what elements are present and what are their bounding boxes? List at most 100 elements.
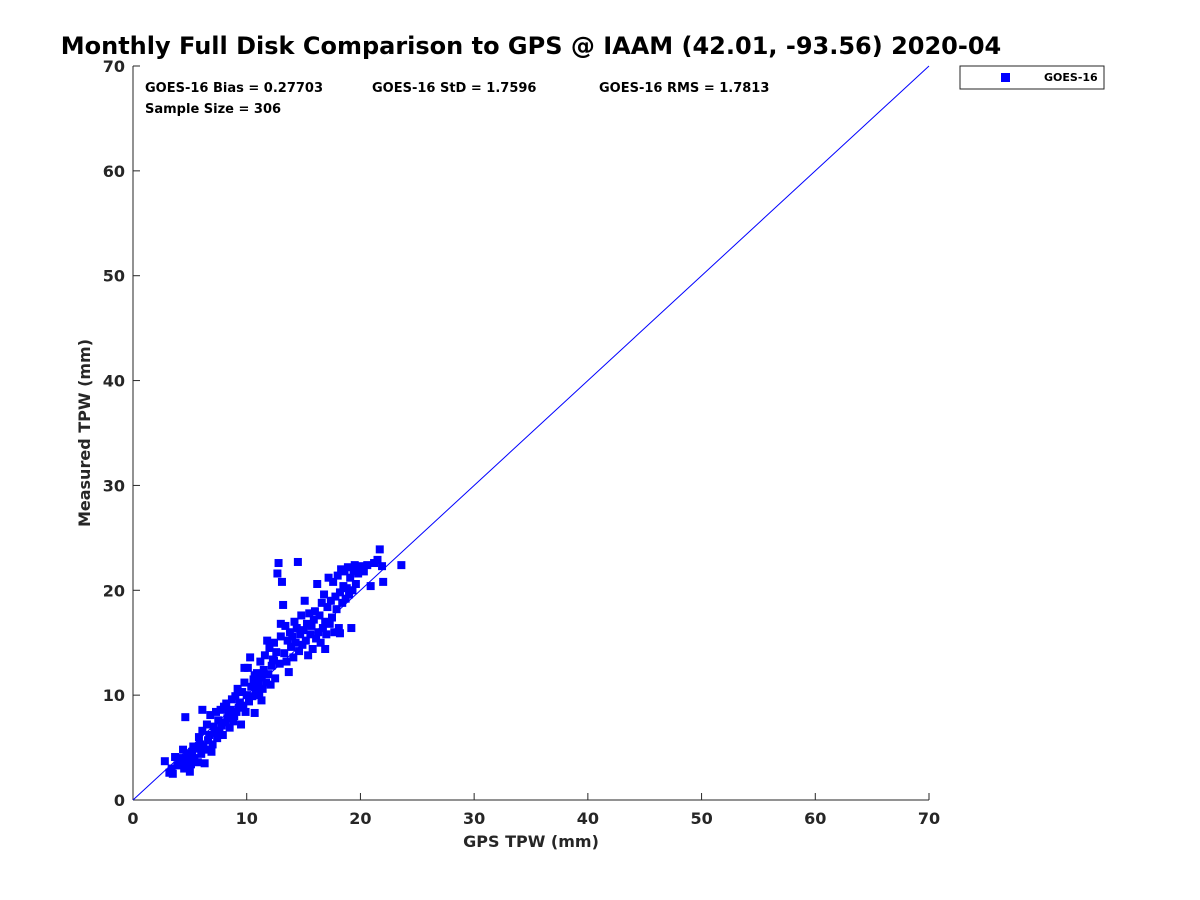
data-point <box>277 577 286 586</box>
x-axis-ticks: 0 10 20 30 40 50 60 70 <box>127 793 940 828</box>
data-point <box>215 726 224 735</box>
data-point <box>242 691 251 700</box>
data-point <box>289 653 298 662</box>
data-point <box>316 638 325 647</box>
data-point <box>214 716 223 725</box>
data-point <box>266 680 275 689</box>
data-point <box>247 682 256 691</box>
data-point <box>346 573 355 582</box>
chart-title: Monthly Full Disk Comparison to GPS @ IA… <box>61 32 1001 60</box>
stat-std: GOES-16 StD = 1.7596 <box>372 81 536 96</box>
data-point <box>280 649 289 658</box>
data-point <box>315 611 324 620</box>
data-point <box>212 707 221 716</box>
data-point <box>201 745 210 754</box>
data-point <box>305 609 314 618</box>
stat-rms: GOES-16 RMS = 1.7813 <box>599 81 769 96</box>
data-point <box>218 730 227 739</box>
data-point <box>318 624 327 633</box>
data-point <box>249 675 258 684</box>
data-point <box>306 630 315 639</box>
data-point <box>354 569 363 578</box>
data-point <box>226 705 235 714</box>
data-point <box>224 710 233 719</box>
data-point <box>257 673 266 682</box>
data-point <box>326 596 335 605</box>
data-point <box>194 733 203 742</box>
data-point <box>223 714 232 723</box>
data-point <box>279 600 288 609</box>
data-point <box>332 605 341 614</box>
data-point <box>291 638 300 647</box>
x-tick-label: 30 <box>463 809 485 828</box>
data-point <box>255 691 264 700</box>
data-point <box>232 707 241 716</box>
data-point <box>193 758 202 767</box>
data-point <box>308 645 317 654</box>
data-point <box>312 634 321 643</box>
data-point <box>270 638 279 647</box>
data-point <box>302 619 311 628</box>
data-point <box>274 559 283 568</box>
data-point <box>240 678 249 687</box>
data-point <box>373 555 382 564</box>
x-axis-label: GPS TPW (mm) <box>463 832 599 851</box>
data-point <box>237 720 246 729</box>
data-point <box>350 561 359 570</box>
data-point <box>343 563 352 572</box>
data-point <box>244 697 253 706</box>
data-point <box>272 648 281 657</box>
data-point <box>299 626 308 635</box>
data-point <box>335 588 344 597</box>
data-point <box>198 705 207 714</box>
data-point <box>329 577 338 586</box>
data-point <box>246 653 255 662</box>
data-point <box>334 624 343 633</box>
data-point <box>304 651 313 660</box>
data-point <box>282 657 291 666</box>
y-tick-label: 10 <box>103 686 125 705</box>
data-point <box>168 769 177 778</box>
y-tick-label: 20 <box>103 581 125 600</box>
data-point <box>341 594 350 603</box>
data-point <box>209 722 218 731</box>
data-point <box>192 744 201 753</box>
data-point <box>300 596 309 605</box>
x-tick-label: 60 <box>804 809 826 828</box>
data-point <box>221 718 230 727</box>
data-point <box>322 630 331 639</box>
data-point <box>175 759 184 768</box>
data-point <box>290 617 299 626</box>
data-point <box>379 577 388 586</box>
data-point <box>310 607 319 616</box>
data-point <box>283 636 292 645</box>
data-point <box>256 657 265 666</box>
data-point <box>323 603 332 612</box>
data-point <box>198 726 207 735</box>
data-point <box>293 557 302 566</box>
data-point <box>345 590 354 599</box>
x-tick-label: 70 <box>918 809 940 828</box>
data-point <box>250 671 259 680</box>
data-point <box>273 569 282 578</box>
data-point <box>213 734 222 743</box>
data-point <box>275 659 284 668</box>
data-point <box>160 757 169 766</box>
data-point <box>313 579 322 588</box>
data-point <box>171 753 180 762</box>
data-point <box>167 764 176 773</box>
stat-sample-size: Sample Size = 306 <box>145 102 281 117</box>
data-point <box>207 747 216 756</box>
y-tick-label: 60 <box>103 162 125 181</box>
data-point <box>267 661 276 670</box>
data-point <box>325 619 334 628</box>
data-point <box>185 767 194 776</box>
data-point <box>307 621 316 630</box>
data-point <box>265 643 274 652</box>
data-point <box>190 754 199 763</box>
y-tick-label: 70 <box>103 57 125 76</box>
data-point <box>271 674 280 683</box>
legend-label-goes-16: GOES-16 <box>1044 71 1098 84</box>
data-point <box>259 665 268 674</box>
